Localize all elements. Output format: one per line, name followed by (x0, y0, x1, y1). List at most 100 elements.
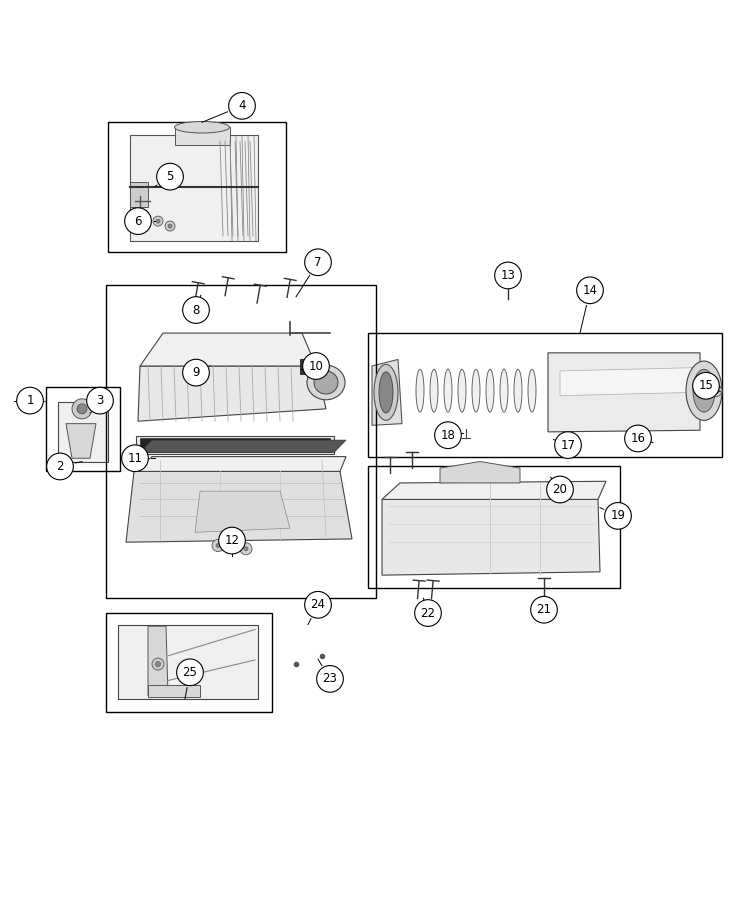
Text: 1: 1 (26, 394, 34, 407)
Text: 8: 8 (193, 303, 199, 317)
Text: 14: 14 (582, 284, 597, 297)
Ellipse shape (486, 369, 494, 412)
Ellipse shape (374, 364, 398, 420)
Circle shape (168, 224, 172, 228)
Polygon shape (148, 686, 200, 697)
Text: 23: 23 (322, 672, 337, 686)
Text: 15: 15 (699, 379, 714, 392)
Circle shape (153, 216, 163, 226)
Polygon shape (140, 440, 346, 453)
Circle shape (87, 387, 113, 414)
Ellipse shape (528, 369, 536, 412)
Circle shape (124, 208, 151, 235)
Polygon shape (134, 456, 346, 472)
Circle shape (605, 502, 631, 529)
Text: 7: 7 (314, 256, 322, 269)
Circle shape (156, 219, 160, 223)
Circle shape (302, 353, 329, 380)
Text: 16: 16 (631, 432, 645, 445)
Circle shape (156, 662, 161, 667)
Polygon shape (148, 626, 168, 696)
Text: 4: 4 (239, 99, 246, 112)
Circle shape (183, 297, 210, 323)
Circle shape (16, 387, 43, 414)
Text: 25: 25 (182, 666, 197, 679)
Ellipse shape (472, 369, 480, 412)
Circle shape (555, 432, 582, 458)
Text: 24: 24 (310, 598, 325, 611)
Circle shape (305, 591, 331, 618)
Bar (106, 285, 376, 598)
Circle shape (710, 384, 722, 397)
Text: 11: 11 (127, 452, 142, 464)
Polygon shape (118, 625, 258, 698)
Polygon shape (548, 353, 700, 432)
Polygon shape (175, 127, 230, 146)
Text: 17: 17 (560, 438, 576, 452)
Bar (106, 613, 272, 712)
Ellipse shape (174, 122, 230, 133)
Ellipse shape (314, 371, 338, 394)
Bar (368, 333, 722, 456)
Circle shape (576, 277, 603, 303)
Circle shape (156, 163, 183, 190)
Circle shape (47, 453, 73, 480)
Bar (140, 438, 330, 452)
Circle shape (122, 445, 148, 472)
Circle shape (72, 399, 92, 418)
Text: 20: 20 (553, 483, 568, 496)
Polygon shape (372, 359, 402, 426)
Text: 9: 9 (192, 366, 200, 379)
Ellipse shape (307, 365, 345, 400)
Text: 22: 22 (420, 607, 436, 619)
Polygon shape (140, 333, 316, 366)
Ellipse shape (458, 369, 466, 412)
Ellipse shape (514, 369, 522, 412)
Ellipse shape (430, 369, 438, 412)
Polygon shape (382, 482, 606, 500)
Polygon shape (126, 472, 352, 542)
Bar (46, 387, 120, 472)
Circle shape (165, 221, 175, 231)
Circle shape (316, 665, 343, 692)
Circle shape (244, 547, 248, 551)
Bar (136, 436, 334, 454)
Ellipse shape (500, 369, 508, 412)
Text: 2: 2 (56, 460, 64, 473)
Text: 5: 5 (166, 170, 173, 184)
Polygon shape (195, 491, 290, 532)
Ellipse shape (416, 369, 424, 412)
Polygon shape (130, 183, 148, 207)
Text: 10: 10 (308, 359, 323, 373)
Polygon shape (58, 402, 108, 462)
Polygon shape (440, 462, 520, 483)
Ellipse shape (444, 369, 452, 412)
Circle shape (240, 543, 252, 554)
Circle shape (183, 359, 210, 386)
Text: 12: 12 (225, 534, 239, 547)
Ellipse shape (693, 369, 715, 412)
Text: 21: 21 (536, 603, 551, 616)
Circle shape (305, 249, 331, 275)
Circle shape (531, 597, 557, 623)
Circle shape (229, 93, 256, 119)
Polygon shape (560, 368, 694, 396)
Circle shape (693, 373, 720, 399)
Polygon shape (130, 136, 258, 241)
Circle shape (152, 658, 164, 670)
Circle shape (547, 476, 574, 503)
Circle shape (435, 422, 462, 448)
Ellipse shape (379, 372, 393, 413)
Circle shape (219, 527, 245, 554)
Circle shape (137, 216, 147, 226)
Text: 6: 6 (134, 214, 142, 228)
Polygon shape (382, 500, 600, 575)
Ellipse shape (686, 361, 722, 420)
Text: 18: 18 (441, 428, 456, 442)
Circle shape (176, 659, 203, 686)
Text: 13: 13 (501, 269, 516, 282)
Circle shape (216, 544, 220, 547)
Text: 19: 19 (611, 509, 625, 522)
Circle shape (495, 262, 522, 289)
Circle shape (713, 388, 719, 393)
